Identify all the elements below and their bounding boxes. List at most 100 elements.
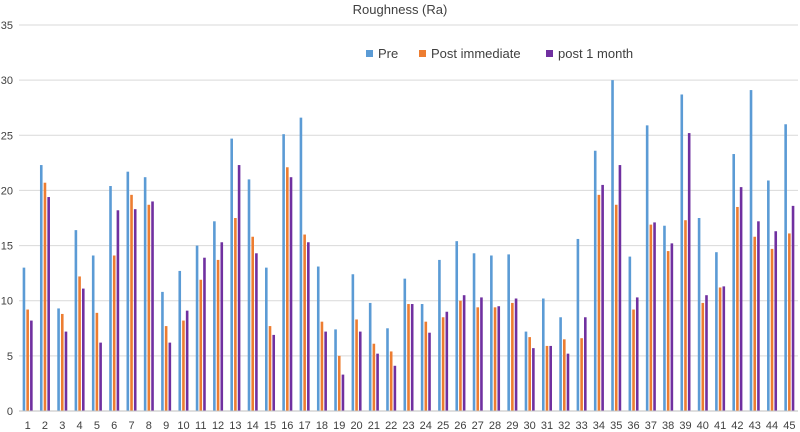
bar-11-series-3 — [203, 257, 206, 411]
bar-12-series-2 — [216, 259, 220, 411]
bars — [22, 80, 795, 412]
bar-6-series-3 — [116, 210, 120, 411]
bar-28-series-1 — [490, 255, 493, 411]
bar-4-series-1 — [74, 230, 78, 411]
legend-label-1: Pre — [378, 46, 398, 61]
y-tick-label-25: 25 — [1, 130, 13, 142]
bar-20-series-2 — [355, 319, 358, 411]
bar-42-series-2 — [736, 206, 739, 411]
bar-37-series-3 — [653, 222, 656, 411]
bar-2-series-3 — [47, 197, 50, 411]
x-tick-label-45: 45 — [783, 420, 795, 432]
legend-swatch-1 — [366, 50, 373, 57]
bar-34-series-3 — [601, 184, 604, 411]
x-tick-label-37: 37 — [645, 420, 657, 432]
x-tick-label-34: 34 — [593, 420, 605, 432]
bar-14-series-2 — [251, 236, 254, 411]
x-tick-label-38: 38 — [662, 420, 674, 432]
bar-23-series-3 — [410, 304, 414, 411]
x-tick-label-33: 33 — [575, 420, 587, 432]
y-tick-label-10: 10 — [1, 296, 13, 308]
x-tick-label-32: 32 — [558, 420, 570, 432]
bar-33-series-2 — [580, 338, 583, 411]
bar-18-series-2 — [320, 321, 324, 411]
bar-15-series-3 — [272, 334, 276, 411]
x-tick-label-10: 10 — [177, 420, 189, 432]
bar-2-series-2 — [43, 182, 47, 411]
x-tick-label-25: 25 — [437, 420, 449, 432]
bar-37-series-1 — [645, 125, 649, 412]
bar-38-series-2 — [666, 251, 670, 411]
x-tick-label-40: 40 — [697, 420, 709, 432]
bar-16-series-3 — [289, 177, 293, 411]
y-tick-label-20: 20 — [1, 185, 13, 197]
bar-30-series-3 — [532, 348, 535, 411]
x-tick-label-26: 26 — [454, 420, 466, 432]
chart-title: Roughness (Ra) — [353, 2, 448, 17]
bar-20-series-3 — [358, 331, 362, 411]
x-tick-label-1: 1 — [25, 420, 31, 432]
bar-21-series-1 — [368, 302, 372, 411]
bar-23-series-1 — [403, 278, 407, 411]
legend-swatch-2 — [419, 50, 426, 57]
bar-8-series-2 — [147, 204, 151, 411]
bar-27-series-1 — [472, 253, 476, 411]
bar-41-series-3 — [722, 286, 726, 411]
bar-34-series-1 — [593, 150, 597, 411]
bar-17-series-3 — [307, 242, 310, 411]
x-tick-label-3: 3 — [59, 420, 65, 432]
x-tick-label-22: 22 — [385, 420, 397, 432]
x-axis-tick-labels: 1 2 3 4 5 6 7 8 9 10 11 12 13 14 15 16 17 18 19 20 21 22 23 24 2… — [25, 420, 796, 432]
bar-22-series-3 — [393, 365, 397, 411]
bar-13-series-3 — [237, 165, 241, 411]
bar-35-series-1 — [611, 80, 614, 412]
x-tick-label-6: 6 — [111, 420, 117, 432]
legend-label-2: Post immediate — [431, 46, 521, 61]
legend-swatch-3 — [546, 50, 553, 57]
x-tick-label-17: 17 — [299, 420, 311, 432]
x-tick-label-43: 43 — [749, 420, 761, 432]
series-1-bars — [22, 80, 787, 412]
bar-25-series-2 — [441, 317, 445, 411]
bar-15-series-1 — [265, 267, 268, 411]
bar-25-series-3 — [445, 311, 449, 411]
bar-25-series-1 — [438, 259, 441, 411]
bar-32-series-2 — [563, 339, 566, 411]
bar-42-series-1 — [732, 154, 736, 411]
y-axis-tick-labels: 0 5 10 15 20 25 30 35 — [1, 20, 13, 418]
bar-45-series-3 — [791, 205, 795, 411]
bar-16-series-2 — [286, 167, 289, 411]
bar-5-series-1 — [91, 255, 95, 411]
x-tick-label-13: 13 — [229, 420, 241, 432]
bar-24-series-3 — [428, 332, 431, 411]
bar-3-series-3 — [64, 331, 68, 411]
bar-17-series-2 — [303, 234, 306, 411]
bar-40-series-2 — [701, 302, 705, 411]
bar-23-series-2 — [407, 304, 410, 411]
bar-18-series-1 — [316, 266, 320, 411]
bar-43-series-2 — [753, 236, 757, 411]
bar-15-series-2 — [268, 326, 272, 411]
x-tick-label-14: 14 — [247, 420, 259, 432]
y-tick-label-0: 0 — [7, 406, 13, 418]
bar-9-series-1 — [161, 291, 164, 411]
bar-36-series-1 — [628, 256, 632, 411]
bar-9-series-3 — [168, 342, 172, 411]
x-tick-label-27: 27 — [472, 420, 484, 432]
bar-31-series-2 — [545, 345, 549, 411]
bar-21-series-2 — [372, 343, 376, 411]
bar-28-series-2 — [493, 307, 497, 411]
bar-19-series-3 — [341, 374, 345, 411]
x-tick-label-21: 21 — [368, 420, 380, 432]
x-tick-label-12: 12 — [212, 420, 224, 432]
bar-8-series-1 — [143, 177, 147, 411]
y-tick-label-30: 30 — [1, 75, 13, 87]
bar-22-series-1 — [386, 328, 389, 411]
x-tick-label-2: 2 — [42, 420, 48, 432]
bar-40-series-1 — [697, 218, 701, 411]
bar-30-series-2 — [528, 337, 531, 411]
x-tick-label-39: 39 — [679, 420, 691, 432]
bar-35-series-3 — [618, 165, 622, 411]
